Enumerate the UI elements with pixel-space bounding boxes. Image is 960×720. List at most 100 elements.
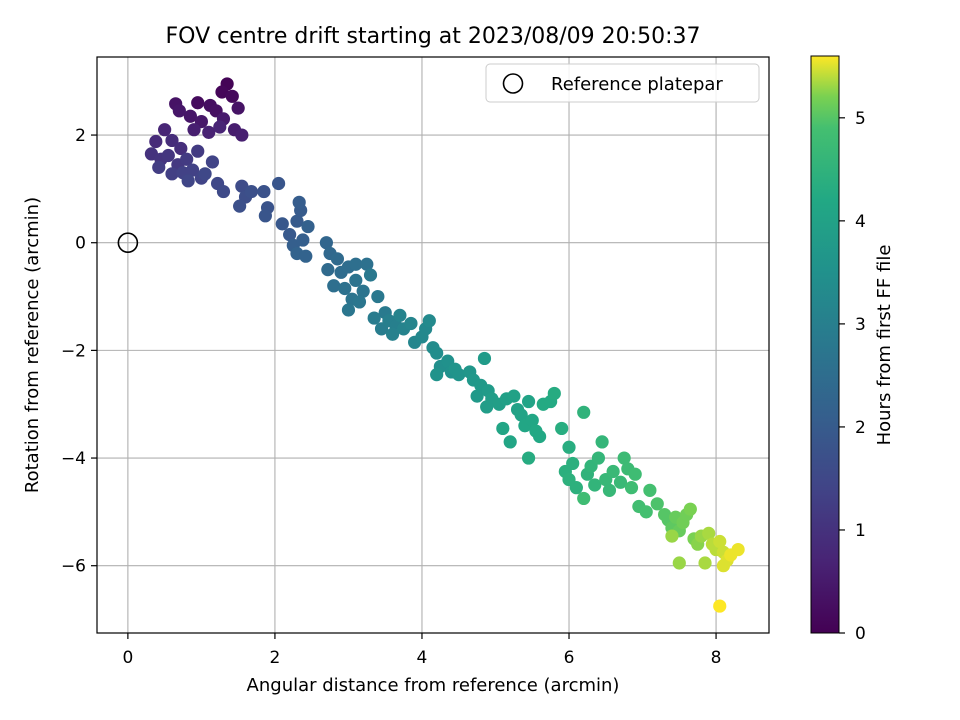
reference-platepar-marker (117, 232, 139, 254)
data-point (683, 502, 697, 516)
data-point (577, 491, 591, 506)
data-point (191, 96, 205, 110)
x-tick-label: 2 (270, 648, 281, 668)
data-point (174, 141, 188, 156)
data-point (672, 556, 686, 570)
data-point (639, 505, 653, 519)
data-point (606, 464, 620, 479)
grid-lines (97, 57, 769, 633)
chart-title: FOV centre drift starting at 2023/08/09 … (166, 24, 701, 49)
data-point (385, 327, 400, 341)
data-point (233, 199, 247, 213)
data-point (716, 559, 731, 573)
data-point (617, 451, 631, 465)
data-point (591, 451, 606, 465)
x-tick-label: 0 (122, 648, 133, 668)
y-axis-label: Rotation from reference (arcmin) (22, 197, 43, 493)
data-point (319, 236, 333, 250)
colorbar-tick-label: 1 (855, 521, 866, 541)
data-point (292, 195, 306, 209)
data-point (299, 249, 313, 263)
data-point (338, 281, 352, 296)
data-point (480, 400, 494, 414)
data-point (290, 214, 304, 228)
data-point (158, 123, 172, 137)
data-point (430, 346, 444, 360)
y-axis-ticks: −6 −4 −2 0 2 (61, 126, 97, 577)
data-point (367, 311, 381, 325)
data-point (702, 526, 716, 541)
data-point (225, 89, 239, 103)
colorbar (810, 55, 840, 634)
data-point (235, 128, 249, 142)
data-point (624, 481, 639, 495)
data-point (595, 435, 609, 449)
data-point (165, 167, 179, 181)
data-point (356, 284, 370, 298)
colorbar-tick-label: 2 (855, 418, 866, 438)
data-point (562, 440, 576, 454)
x-tick-label: 6 (564, 648, 575, 668)
data-point (628, 467, 642, 481)
colorbar-tick-label: 4 (855, 212, 866, 232)
data-point (213, 120, 227, 134)
data-point (296, 233, 310, 247)
x-tick-label: 4 (417, 648, 428, 668)
data-point (301, 219, 315, 234)
data-point (161, 148, 175, 163)
x-axis-label: Angular distance from reference (arcmin) (247, 675, 620, 696)
data-point (257, 184, 271, 199)
data-point (352, 295, 367, 309)
data-point (470, 389, 484, 403)
data-point (360, 257, 374, 271)
colorbar-ticks: 0 1 2 3 4 5 (839, 109, 866, 644)
x-tick-label: 8 (711, 648, 722, 668)
data-point (577, 405, 591, 419)
data-point (244, 184, 258, 199)
y-tick-label: −6 (61, 557, 86, 577)
legend-marker-icon (502, 73, 524, 94)
data-point (547, 386, 561, 401)
data-point (180, 152, 194, 166)
data-point (588, 478, 602, 492)
data-point (430, 368, 444, 382)
data-point (393, 308, 407, 322)
data-point (327, 279, 341, 293)
data-point (452, 368, 466, 382)
data-point (507, 389, 521, 403)
data-point (503, 435, 517, 449)
x-axis-ticks: 0 2 4 6 8 (122, 633, 721, 668)
data-point (602, 483, 617, 497)
data-point (665, 529, 679, 543)
data-point (231, 101, 245, 115)
colorbar-tick-label: 5 (855, 109, 866, 129)
data-point (477, 351, 492, 366)
data-point (349, 257, 363, 271)
data-point (533, 429, 547, 444)
data-point (698, 556, 712, 570)
data-point (216, 184, 231, 199)
data-point (149, 134, 163, 149)
data-point (731, 542, 745, 557)
data-point (363, 268, 378, 282)
data-point (514, 408, 528, 422)
legend-label: Reference platepar (551, 74, 723, 95)
data-point (521, 451, 536, 465)
data-point (321, 263, 335, 277)
data-point (643, 483, 657, 497)
colorbar-label: Hours from first FF file (874, 245, 895, 446)
data-point (202, 125, 216, 139)
data-point (521, 394, 536, 409)
data-point (172, 104, 186, 118)
data-point (275, 217, 289, 231)
data-point (283, 228, 297, 242)
data-point (404, 316, 418, 331)
data-point (198, 167, 212, 181)
scatter-points (144, 77, 745, 613)
data-point (165, 133, 179, 148)
data-point (349, 273, 363, 288)
data-point (713, 534, 727, 549)
y-tick-label: −4 (61, 449, 86, 469)
data-point (422, 314, 436, 328)
legend: Reference platepar (485, 63, 760, 103)
